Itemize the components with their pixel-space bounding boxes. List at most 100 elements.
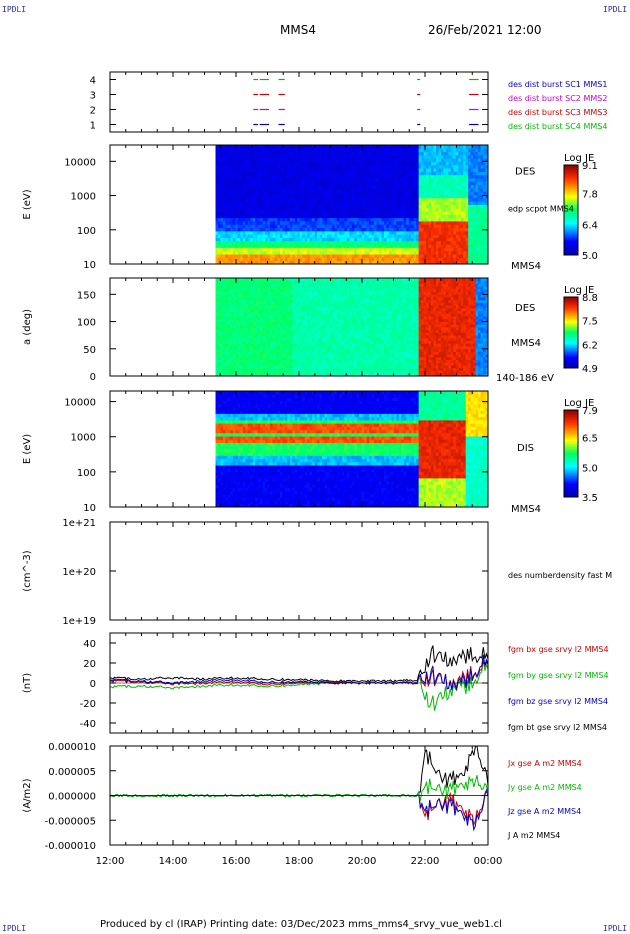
heatmap-cell [379, 164, 382, 169]
heatmap-cell [443, 230, 447, 235]
heatmap-cell [277, 343, 281, 347]
heatmap-cell [297, 224, 301, 229]
heatmap-cell [478, 207, 481, 212]
heatmap-cell [398, 230, 402, 235]
heatmap-cell [294, 221, 298, 225]
heatmap-cell [356, 161, 360, 166]
heatmap-cell [376, 187, 380, 192]
heatmap-cell [364, 194, 368, 199]
heatmap-cell [428, 240, 432, 245]
heatmap-cell [242, 181, 246, 186]
heatmap-cell [274, 291, 278, 295]
heatmap-cell [336, 184, 340, 189]
heatmap-cell [336, 154, 340, 159]
heatmap-cell [292, 260, 296, 265]
heatmap-cell [265, 332, 268, 336]
heatmap-cell [386, 184, 390, 189]
heatmap-cell [230, 178, 234, 182]
heatmap-cell [349, 194, 353, 199]
heatmap-cell [341, 164, 345, 169]
heatmap-cell [282, 310, 286, 314]
heatmap-cell [324, 211, 328, 215]
heatmap-cell [376, 237, 380, 242]
heatmap-cell [247, 191, 251, 195]
heatmap-cell [383, 240, 387, 245]
heatmap-cell [242, 362, 246, 366]
heatmap-cell [383, 221, 387, 225]
heatmap-cell [383, 244, 387, 248]
heatmap-cell [235, 201, 239, 205]
heatmap-cell [309, 247, 313, 252]
heatmap-cell [270, 257, 273, 262]
heatmap-cell [341, 187, 345, 192]
heatmap-cell [468, 221, 472, 225]
heatmap-cell [304, 214, 308, 219]
heatmap-cell [270, 151, 273, 156]
heatmap-cell [274, 178, 278, 182]
heatmap-cell [418, 204, 422, 209]
heatmap-cell [431, 181, 434, 186]
heatmap-cell [265, 174, 268, 179]
heatmap-cell [440, 211, 444, 215]
heatmap-cell [453, 244, 457, 248]
heatmap-cell [331, 250, 335, 255]
heatmap-cell [245, 234, 249, 238]
heatmap-cell [428, 151, 432, 156]
heatmap-cell [388, 187, 392, 192]
heatmap-cell [235, 278, 239, 282]
heatmap-cell [252, 346, 256, 350]
heatmap-cell [245, 280, 249, 284]
heatmap-cell [406, 145, 410, 149]
heatmap-cell [458, 174, 462, 179]
heatmap-cell [274, 286, 278, 290]
heatmap-cell [227, 174, 231, 179]
heatmap-cell [411, 204, 415, 209]
heatmap-cell [445, 164, 449, 169]
heatmap-cell [274, 207, 278, 212]
heatmap-cell [235, 283, 239, 287]
heatmap-cell [247, 178, 251, 182]
heatmap-cell [227, 148, 231, 153]
heatmap-cell [218, 250, 221, 255]
heatmap-cell [289, 158, 293, 162]
heatmap-cell [235, 332, 239, 336]
heatmap-cell [277, 148, 281, 153]
heatmap-cell [304, 168, 308, 172]
heatmap-cell [383, 184, 387, 189]
heatmap-cell [260, 370, 263, 374]
heatmap-cell [465, 201, 469, 205]
heatmap-cell [227, 257, 231, 262]
heatmap-cell [222, 257, 226, 262]
heatmap-cell [351, 221, 355, 225]
heatmap-cell [237, 297, 241, 301]
heatmap-cell [277, 370, 281, 374]
heatmap-cell [257, 201, 261, 205]
heatmap-cell [381, 260, 385, 265]
heatmap-cell [237, 365, 241, 369]
heatmap-cell [232, 244, 236, 248]
heatmap-cell [314, 211, 318, 215]
heatmap-cell [428, 250, 432, 255]
heatmap-cell [247, 250, 251, 255]
heatmap-cell [448, 168, 452, 172]
heatmap-cell [294, 250, 298, 255]
heatmap-cell [361, 161, 365, 166]
heatmap-cell [458, 237, 462, 242]
heatmap-cell [260, 362, 263, 366]
heatmap-cell [334, 217, 338, 222]
heatmap-cell [282, 283, 286, 287]
heatmap-cell [222, 294, 226, 298]
heatmap-cell [240, 234, 244, 238]
heatmap-cell [354, 201, 358, 205]
heatmap-cell [341, 178, 345, 182]
heatmap-cell [478, 181, 481, 186]
heatmap-cell [418, 240, 422, 245]
heatmap-cell [475, 204, 479, 209]
heatmap-cell [230, 171, 234, 176]
heatmap-cell [225, 201, 229, 205]
heatmap-cell [346, 250, 350, 255]
heatmap-cell [344, 207, 348, 212]
heatmap-cell [289, 204, 293, 209]
heatmap-cell [250, 288, 254, 293]
heatmap-cell [349, 181, 353, 186]
